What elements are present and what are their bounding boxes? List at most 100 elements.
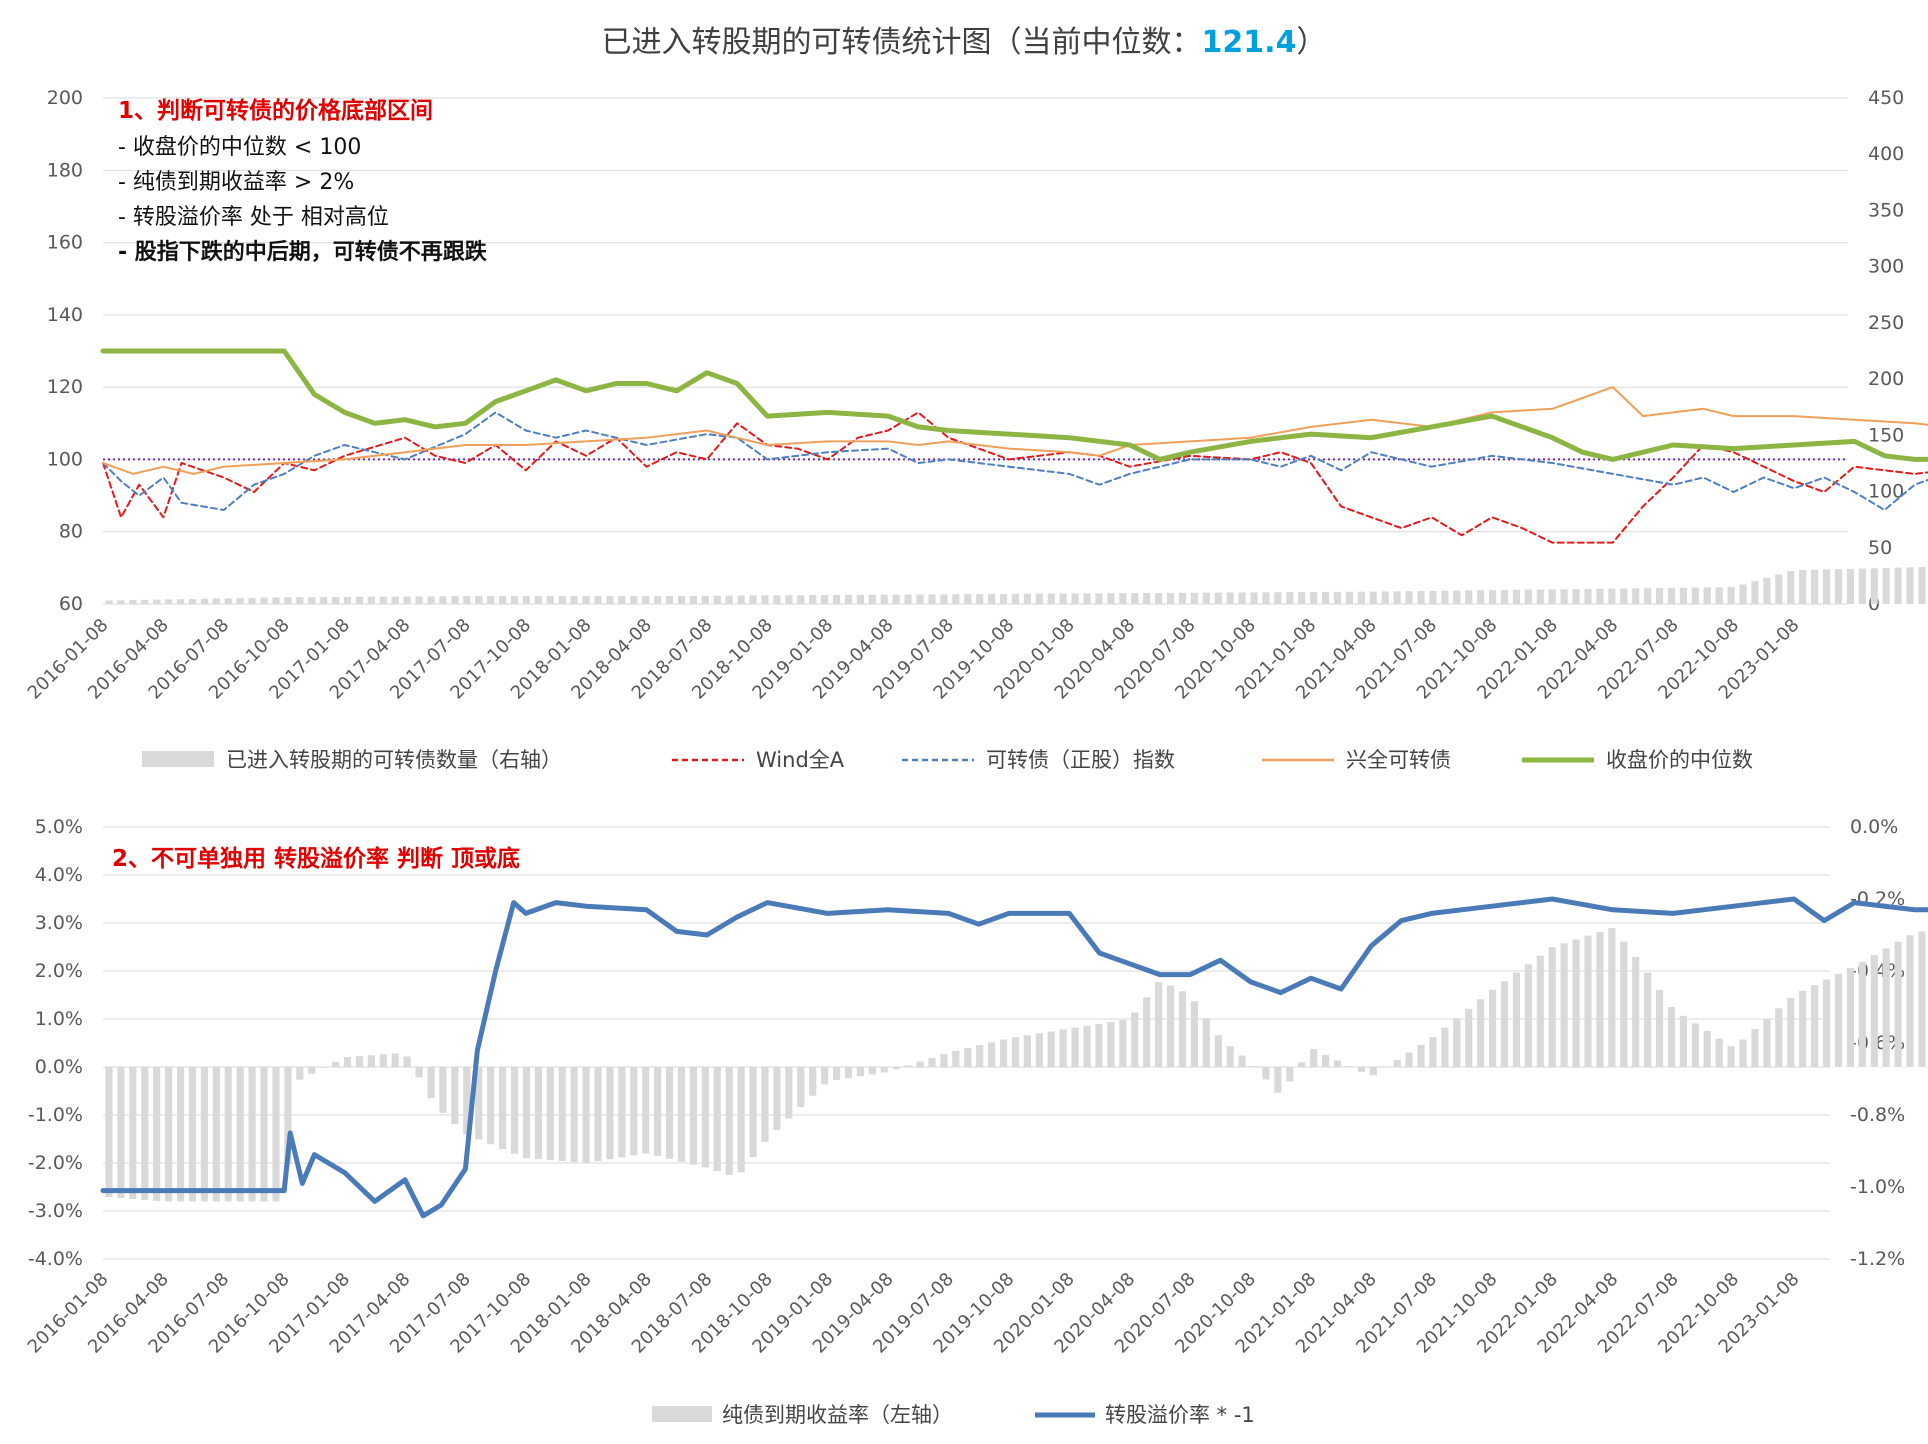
bar [427, 596, 435, 604]
bar [117, 1067, 125, 1199]
bar [1131, 593, 1139, 604]
bar [570, 596, 578, 604]
bar [1214, 592, 1222, 604]
bar [677, 595, 686, 604]
bar [713, 595, 721, 604]
bar [976, 1045, 984, 1067]
bar [1202, 1018, 1210, 1067]
bar [1632, 588, 1640, 604]
bar [1882, 948, 1890, 1067]
bar [141, 1067, 149, 1200]
xingquan-line [102, 386, 1928, 475]
bar [558, 596, 566, 604]
bar [785, 1067, 793, 1119]
bar [868, 594, 876, 604]
bar [463, 596, 471, 604]
bar [1262, 1067, 1270, 1080]
wind-all-a-line [102, 411, 1928, 544]
bar [260, 597, 268, 604]
y-left-tick-label: 5.0% [35, 816, 83, 838]
bar [677, 1067, 686, 1162]
bar [606, 1067, 614, 1160]
bar [1739, 584, 1747, 604]
bar [499, 1067, 507, 1149]
bar [1858, 568, 1866, 604]
bar [487, 1067, 495, 1145]
bar [1286, 592, 1294, 604]
bar [1488, 989, 1497, 1067]
y-right-tick-label: -0.8% [1850, 1104, 1905, 1126]
bar [1667, 587, 1676, 604]
y-right-tick-label: 200 [1868, 368, 1904, 390]
bar [1834, 973, 1843, 1067]
bar [630, 1067, 638, 1156]
bar [940, 1054, 948, 1067]
bar [821, 1067, 829, 1085]
bar [272, 1067, 280, 1202]
bar [904, 1065, 912, 1067]
bar [1632, 956, 1640, 1067]
bar [821, 595, 829, 604]
bar [1655, 989, 1664, 1067]
bar [1119, 593, 1127, 604]
bar [1262, 592, 1270, 604]
bar [1011, 1037, 1020, 1067]
bar [546, 1067, 554, 1161]
bar [1357, 1067, 1365, 1072]
bar [570, 1067, 578, 1163]
legend-label-yield: 纯债到期收益率（左轴） [722, 1403, 953, 1427]
bar [1703, 1031, 1711, 1067]
bar [737, 1067, 745, 1173]
bar [1644, 588, 1652, 604]
bar [534, 596, 542, 604]
bar [785, 595, 793, 604]
bar [200, 598, 208, 604]
bar [773, 595, 781, 604]
cb-index-line [102, 411, 1928, 511]
bar [188, 598, 197, 604]
y-left-tick-label: 140 [47, 304, 83, 326]
bar [1644, 972, 1652, 1067]
legend-label-median: 收盘价的中位数 [1606, 748, 1753, 772]
bar [1918, 567, 1926, 604]
bar [296, 1067, 304, 1080]
bar [1882, 567, 1890, 604]
bar [737, 595, 745, 604]
bar [1536, 955, 1544, 1067]
bar [832, 594, 841, 604]
bar [1059, 593, 1067, 604]
bar [1441, 590, 1449, 604]
bar [761, 1067, 769, 1142]
bar [1846, 968, 1854, 1067]
bar [1620, 588, 1628, 604]
bar [1369, 591, 1377, 604]
bar [1512, 589, 1520, 604]
bar [308, 597, 316, 604]
bar [1023, 1035, 1031, 1067]
bar [1715, 587, 1723, 604]
bar [391, 1053, 399, 1067]
bar [749, 1067, 757, 1158]
bar [809, 595, 817, 604]
y-left-tick-label: 60 [59, 593, 83, 615]
y-left-tick-label: -1.0% [28, 1104, 83, 1126]
bar [1655, 588, 1664, 604]
bar [1811, 569, 1819, 604]
bar [1512, 972, 1520, 1067]
bar [1345, 591, 1354, 604]
bar [1322, 591, 1330, 604]
bar [892, 594, 900, 604]
y-right-tick-label: 0.0% [1850, 816, 1898, 838]
bar [1500, 981, 1509, 1067]
bar [153, 599, 161, 604]
bar [1500, 589, 1509, 604]
bar [510, 1067, 519, 1154]
bar [1727, 587, 1735, 604]
bar [1918, 931, 1926, 1067]
bar [1250, 1066, 1258, 1067]
bar [1429, 1037, 1437, 1067]
bar [1608, 588, 1616, 604]
bar [689, 595, 697, 604]
bar [1608, 928, 1616, 1067]
bar [129, 1067, 137, 1199]
